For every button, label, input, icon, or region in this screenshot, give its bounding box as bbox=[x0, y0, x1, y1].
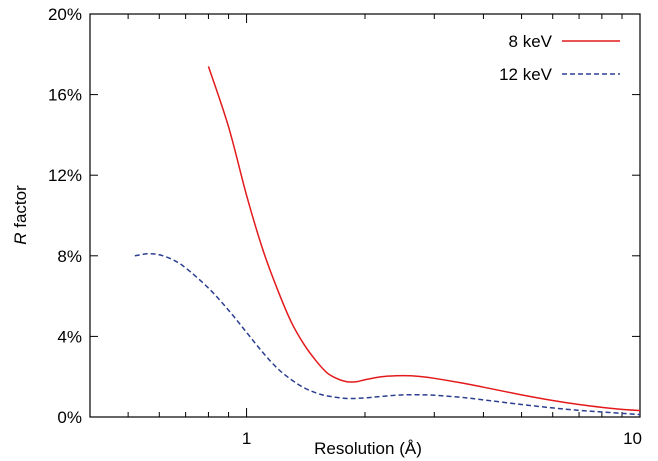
legend: 8 keV 12 keV bbox=[499, 32, 620, 84]
y-tick-label: 8% bbox=[57, 247, 82, 266]
legend-label-12kev: 12 keV bbox=[499, 65, 553, 84]
y-tick-label: 4% bbox=[57, 327, 82, 346]
legend-label-8kev: 8 keV bbox=[509, 32, 553, 51]
y-tick-label: 0% bbox=[57, 408, 82, 427]
y-axis-label-italic: R bbox=[11, 232, 30, 244]
tick-labels: 0% 4% 8% 12% 16% 20% 1 10 bbox=[48, 5, 642, 448]
x-tick-label: 10 bbox=[623, 429, 642, 448]
y-tick-label: 12% bbox=[48, 166, 82, 185]
x-axis-label: Resolution (Å) bbox=[314, 439, 422, 458]
axis-ticks bbox=[89, 13, 641, 418]
series-lines bbox=[134, 66, 641, 416]
y-axis-label: R factor bbox=[11, 185, 30, 245]
y-tick-label: 16% bbox=[48, 86, 82, 105]
x-tick-label: 1 bbox=[242, 429, 251, 448]
y-tick-label: 20% bbox=[48, 5, 82, 24]
series-line-8-kev bbox=[207, 66, 641, 412]
plot-frame bbox=[89, 13, 641, 418]
y-axis-label-rest: factor bbox=[11, 185, 30, 233]
series-line-12-kev bbox=[134, 252, 641, 416]
